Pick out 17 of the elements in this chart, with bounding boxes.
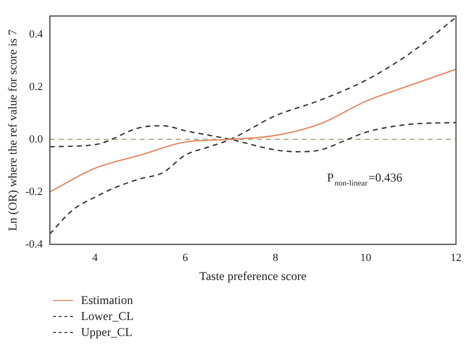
x-tick-label: 6 (182, 252, 188, 264)
x-axis-title: Taste preference score (199, 268, 306, 283)
y-tick-label: 0.0 (29, 133, 44, 146)
legend-label: Upper_CL (81, 324, 132, 340)
y-tick-label: 0.4 (29, 28, 44, 40)
y-tick-label: 0.2 (29, 80, 43, 93)
x-tick-label: 12 (450, 252, 462, 264)
legend-label: Lower_CL (81, 308, 134, 324)
y-tick-label: -0.4 (25, 238, 44, 250)
x-tick-label: 4 (92, 252, 98, 264)
legend-label: Estimation (81, 292, 133, 308)
y-tick-label: -0.2 (25, 186, 43, 198)
x-tick-label: 8 (272, 252, 279, 264)
line-series (50, 68, 456, 193)
line-series (50, 16, 456, 235)
y-axis-title: Ln (OR) where the ref value for score is 7 (5, 29, 20, 231)
x-tick-label: 10 (360, 252, 372, 264)
